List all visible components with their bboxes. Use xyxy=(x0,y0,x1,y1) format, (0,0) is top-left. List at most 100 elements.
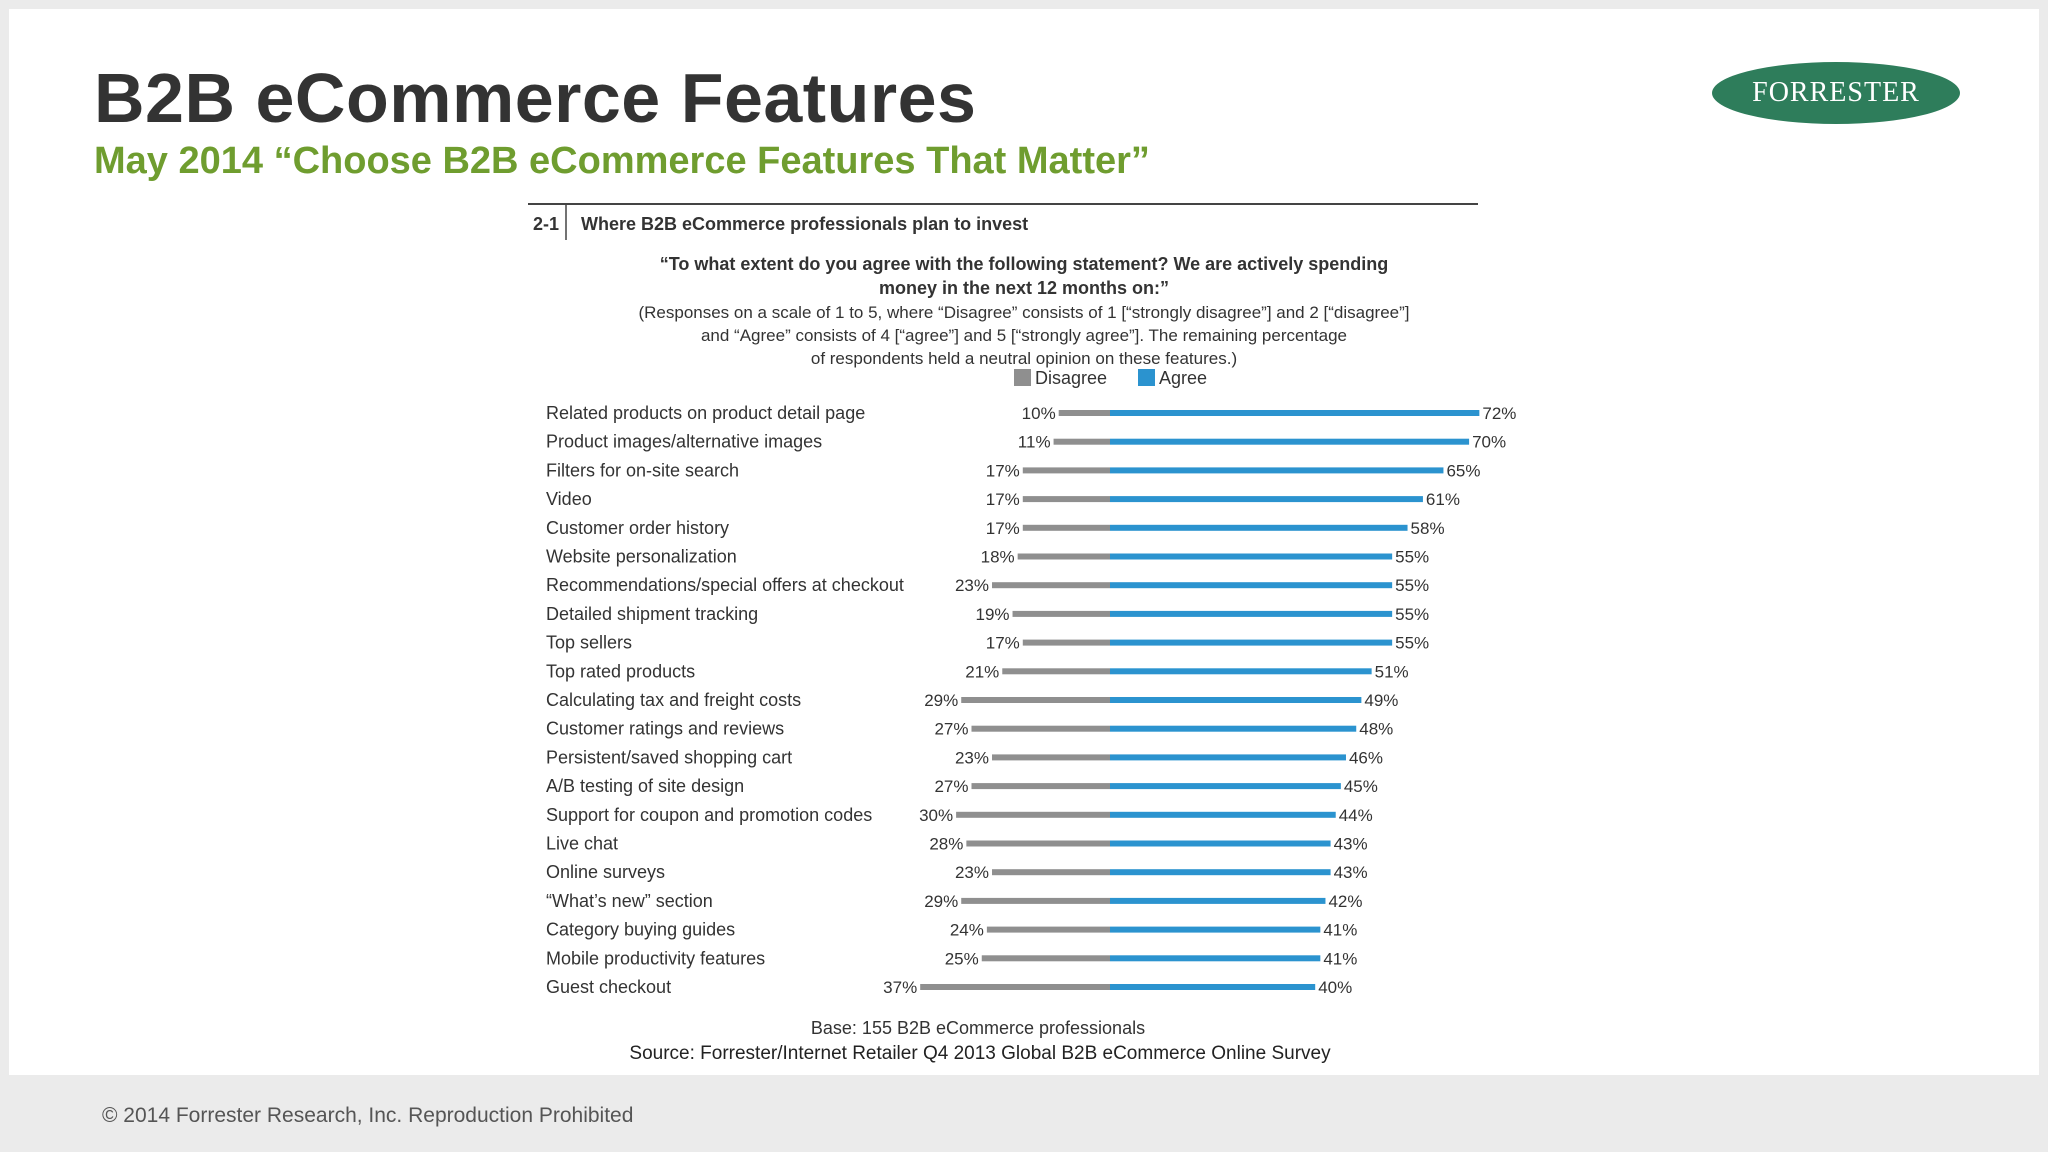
value-label-agree: 70% xyxy=(1472,433,1506,452)
category-label: Online surveys xyxy=(546,862,665,882)
value-label-disagree: 11% xyxy=(1018,433,1051,452)
bar-disagree xyxy=(1002,668,1110,675)
bar-disagree xyxy=(956,811,1110,818)
bar-disagree xyxy=(1022,524,1110,531)
value-label-disagree: 27% xyxy=(934,720,968,739)
value-label-agree: 41% xyxy=(1323,949,1357,968)
bar-disagree xyxy=(986,926,1110,933)
value-label-disagree: 37% xyxy=(883,978,917,997)
value-label-agree: 48% xyxy=(1359,720,1393,739)
logo-text: FORRESTER xyxy=(1752,77,1920,108)
bar-agree xyxy=(1110,984,1316,990)
bar-disagree xyxy=(1022,496,1110,503)
note-line: and “Agree” consists of 4 [“agree”] and … xyxy=(701,326,1347,345)
value-label-agree: 45% xyxy=(1344,777,1378,796)
bar-disagree xyxy=(981,955,1110,962)
value-label-disagree: 30% xyxy=(919,806,953,825)
note-line: of respondents held a neutral opinion on… xyxy=(811,349,1237,368)
bar-agree xyxy=(1110,783,1341,790)
page-title: B2B eCommerce Features xyxy=(94,59,977,137)
category-label: “What’s new” section xyxy=(546,891,713,911)
category-label: Guest checkout xyxy=(546,977,671,997)
bar-agree xyxy=(1110,639,1393,646)
bar-agree xyxy=(1110,610,1393,617)
bar-agree xyxy=(1110,496,1423,503)
category-label: Mobile productivity features xyxy=(546,948,765,968)
bar-agree xyxy=(1110,869,1331,876)
category-label: Recommendations/special offers at checko… xyxy=(546,575,904,595)
bar-disagree xyxy=(966,840,1110,847)
bar-disagree xyxy=(1058,410,1110,416)
bar-agree xyxy=(1110,438,1470,445)
legend-swatch-agree xyxy=(1138,369,1155,386)
value-label-agree: 55% xyxy=(1395,605,1429,624)
value-label-agree: 61% xyxy=(1426,490,1460,509)
category-label: Top rated products xyxy=(546,661,695,681)
value-label-disagree: 21% xyxy=(965,662,999,681)
value-label-disagree: 10% xyxy=(1022,404,1056,423)
forrester-logo: FORRESTER xyxy=(1712,62,1960,124)
category-label: Website personalization xyxy=(546,547,737,567)
bar-agree xyxy=(1110,754,1346,761)
category-label: Related products on product detail page xyxy=(546,403,865,423)
value-label-disagree: 23% xyxy=(955,576,989,595)
category-label: Support for coupon and promotion codes xyxy=(546,805,872,825)
category-label: Customer ratings and reviews xyxy=(546,719,784,739)
bar-disagree xyxy=(971,783,1110,790)
value-label-disagree: 23% xyxy=(955,748,989,767)
value-label-disagree: 17% xyxy=(986,634,1020,653)
category-label: Live chat xyxy=(546,834,618,854)
bar-agree xyxy=(1110,840,1331,847)
category-label: Video xyxy=(546,489,592,509)
value-label-disagree: 25% xyxy=(945,949,979,968)
bar-agree xyxy=(1110,897,1326,904)
bar-agree xyxy=(1110,410,1480,416)
bar-disagree xyxy=(961,897,1110,904)
category-label: A/B testing of site design xyxy=(546,776,744,796)
bar-agree xyxy=(1110,524,1408,531)
value-label-agree: 43% xyxy=(1334,835,1368,854)
value-label-disagree: 23% xyxy=(955,863,989,882)
value-label-disagree: 17% xyxy=(986,519,1020,538)
category-label: Persistent/saved shopping cart xyxy=(546,747,792,767)
slide xyxy=(9,9,2039,1075)
value-label-agree: 72% xyxy=(1482,404,1516,423)
legend-swatch-disagree xyxy=(1014,369,1031,386)
value-label-disagree: 29% xyxy=(924,892,958,911)
value-label-agree: 44% xyxy=(1339,806,1373,825)
category-label: Calculating tax and freight costs xyxy=(546,690,801,710)
value-label-agree: 55% xyxy=(1395,634,1429,653)
page-subtitle: May 2014 “Choose B2B eCommerce Features … xyxy=(94,140,1150,182)
value-label-agree: 49% xyxy=(1364,691,1398,710)
value-label-disagree: 27% xyxy=(934,777,968,796)
copyright-footer: © 2014 Forrester Research, Inc. Reproduc… xyxy=(102,1104,634,1127)
bar-disagree xyxy=(1017,553,1110,560)
bar-disagree xyxy=(1022,639,1110,646)
bar-agree xyxy=(1110,725,1357,732)
bar-agree xyxy=(1110,467,1444,474)
bar-disagree xyxy=(992,869,1110,876)
base-note: Base: 155 B2B eCommerce professionals xyxy=(811,1018,1145,1038)
value-label-disagree: 19% xyxy=(975,605,1009,624)
question-line: “To what extent do you agree with the fo… xyxy=(660,254,1388,274)
value-label-disagree: 29% xyxy=(924,691,958,710)
category-label: Category buying guides xyxy=(546,920,735,940)
bar-agree xyxy=(1110,811,1336,818)
value-label-disagree: 24% xyxy=(950,921,984,940)
category-label: Detailed shipment tracking xyxy=(546,604,758,624)
value-label-agree: 46% xyxy=(1349,748,1383,767)
bar-agree xyxy=(1110,582,1393,589)
category-label: Product images/alternative images xyxy=(546,432,822,452)
bar-disagree xyxy=(1053,438,1110,445)
bar-disagree xyxy=(961,697,1110,703)
value-label-agree: 42% xyxy=(1328,892,1362,911)
bar-disagree xyxy=(971,725,1110,732)
bar-disagree xyxy=(1012,610,1110,617)
bar-agree xyxy=(1110,955,1321,962)
legend-label-agree: Agree xyxy=(1159,368,1207,388)
chart-title: Where B2B eCommerce professionals plan t… xyxy=(581,214,1028,234)
legend-label-disagree: Disagree xyxy=(1035,368,1107,388)
value-label-agree: 55% xyxy=(1395,576,1429,595)
value-label-agree: 58% xyxy=(1411,519,1445,538)
